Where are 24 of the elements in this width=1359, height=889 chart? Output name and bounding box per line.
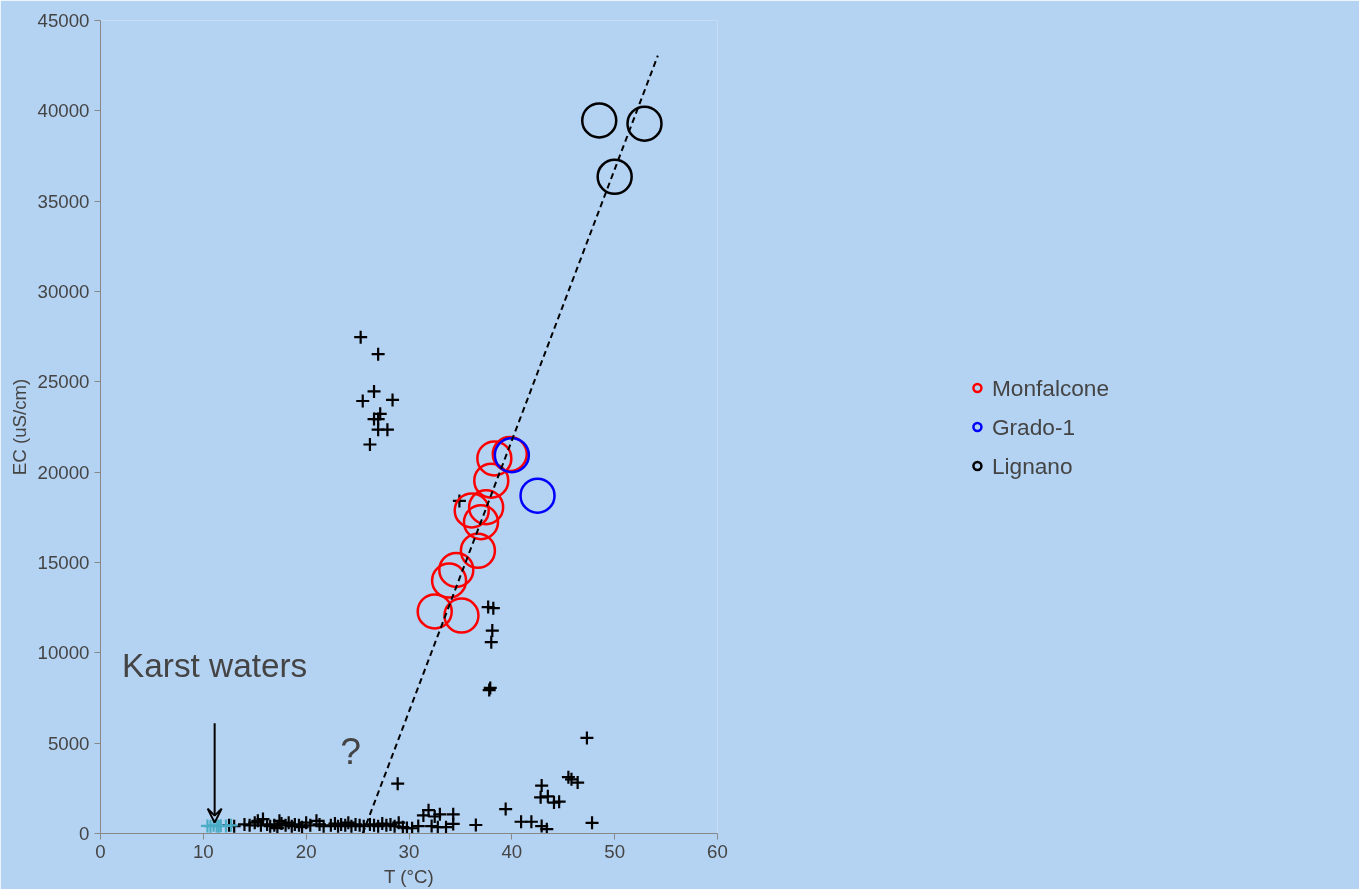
y-tick-label: 5000	[48, 732, 90, 754]
x-tick-label: 60	[707, 840, 728, 862]
legend-label: Lignano	[991, 452, 1073, 479]
x-tick-label: 10	[192, 840, 214, 862]
y-axis-title: EC (uS/cm)	[8, 378, 30, 476]
annotation: ?	[340, 730, 362, 773]
y-tick-label: 35000	[37, 190, 90, 212]
y-tick-label: 0	[79, 823, 90, 844]
y-tick-label: 15000	[37, 552, 90, 573]
y-tick-label: 40000	[37, 100, 90, 122]
legend-label: Monfalcone	[991, 374, 1110, 401]
legend-label: Grado-1	[991, 413, 1076, 440]
x-axis-title: T (°C)	[384, 865, 434, 887]
x-tick-label: 0	[95, 840, 106, 862]
x-tick-label: 40	[501, 840, 523, 862]
y-tick-label: 10000	[37, 642, 90, 664]
y-tick-label: 45000	[37, 10, 90, 31]
y-tick-label: 20000	[37, 461, 90, 483]
x-tick-label: 50	[604, 840, 626, 862]
x-tick-label: 20	[295, 840, 317, 862]
x-tick-label: 30	[398, 840, 420, 862]
y-tick-label: 30000	[37, 281, 90, 302]
annotation: Karst waters	[122, 646, 308, 684]
y-tick-label: 25000	[37, 371, 90, 393]
